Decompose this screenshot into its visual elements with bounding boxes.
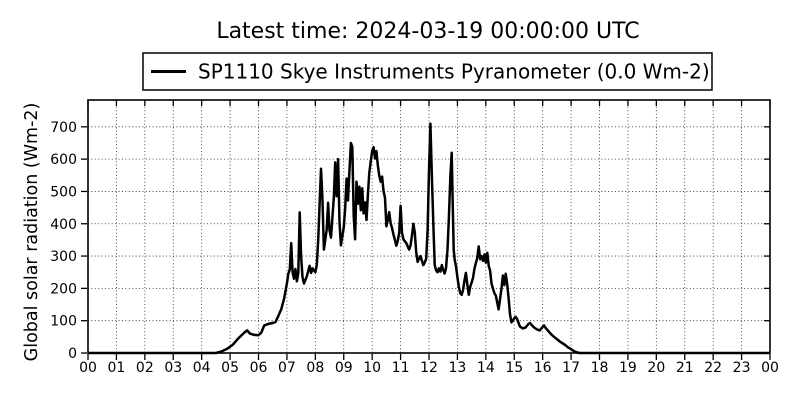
x-tick-label: 08 <box>306 360 324 376</box>
y-tick-label: 0 <box>68 346 77 362</box>
x-tick-label: 23 <box>733 360 751 376</box>
x-tick-label: 21 <box>676 360 694 376</box>
y-tick-label: 200 <box>50 281 77 297</box>
y-axis-label: Global solar radiation (Wm-2) <box>22 103 42 362</box>
y-tick-label: 500 <box>50 184 77 200</box>
x-tick-label: 00 <box>761 360 779 376</box>
y-tick-label: 100 <box>50 314 77 330</box>
data-series-line <box>88 122 770 355</box>
y-tick-label: 300 <box>50 249 77 265</box>
legend-label: SP1110 Skye Instruments Pyranometer (0.0… <box>198 60 710 84</box>
legend: SP1110 Skye Instruments Pyranometer (0.0… <box>142 52 713 91</box>
x-tick-label: 19 <box>619 360 637 376</box>
x-tick-label: 04 <box>193 360 211 376</box>
x-tick-label: 11 <box>392 360 410 376</box>
x-tick-label: 05 <box>221 360 239 376</box>
y-tick-label: 600 <box>50 152 77 168</box>
x-tick-label: 10 <box>363 360 381 376</box>
y-tick-label: 400 <box>50 217 77 233</box>
x-tick-label: 13 <box>449 360 467 376</box>
x-tick-label: 07 <box>278 360 296 376</box>
axis-ticks <box>81 100 771 360</box>
x-tick-label: 12 <box>420 360 438 376</box>
x-tick-label: 03 <box>164 360 182 376</box>
x-tick-label: 18 <box>591 360 609 376</box>
x-tick-label: 22 <box>704 360 722 376</box>
y-tick-label: 700 <box>50 120 77 136</box>
x-tick-label: 01 <box>108 360 126 376</box>
x-tick-label: 16 <box>534 360 552 376</box>
x-tick-label: 15 <box>505 360 523 376</box>
x-tick-label: 14 <box>477 360 495 376</box>
x-tick-label: 09 <box>335 360 353 376</box>
x-tick-label: 06 <box>250 360 268 376</box>
x-tick-label: 00 <box>79 360 97 376</box>
x-tick-label: 20 <box>647 360 665 376</box>
axis-tick-labels: 00 01 02 03 04 05 06 07 08 09 10 11 12 13 14 15 16 17 18 19… <box>50 120 779 376</box>
x-tick-label: 17 <box>562 360 580 376</box>
chart-title: Latest time: 2024-03-19 00:00:00 UTC <box>216 19 639 44</box>
x-tick-label: 02 <box>136 360 154 376</box>
legend-box <box>142 52 713 91</box>
plot-border <box>87 99 771 354</box>
